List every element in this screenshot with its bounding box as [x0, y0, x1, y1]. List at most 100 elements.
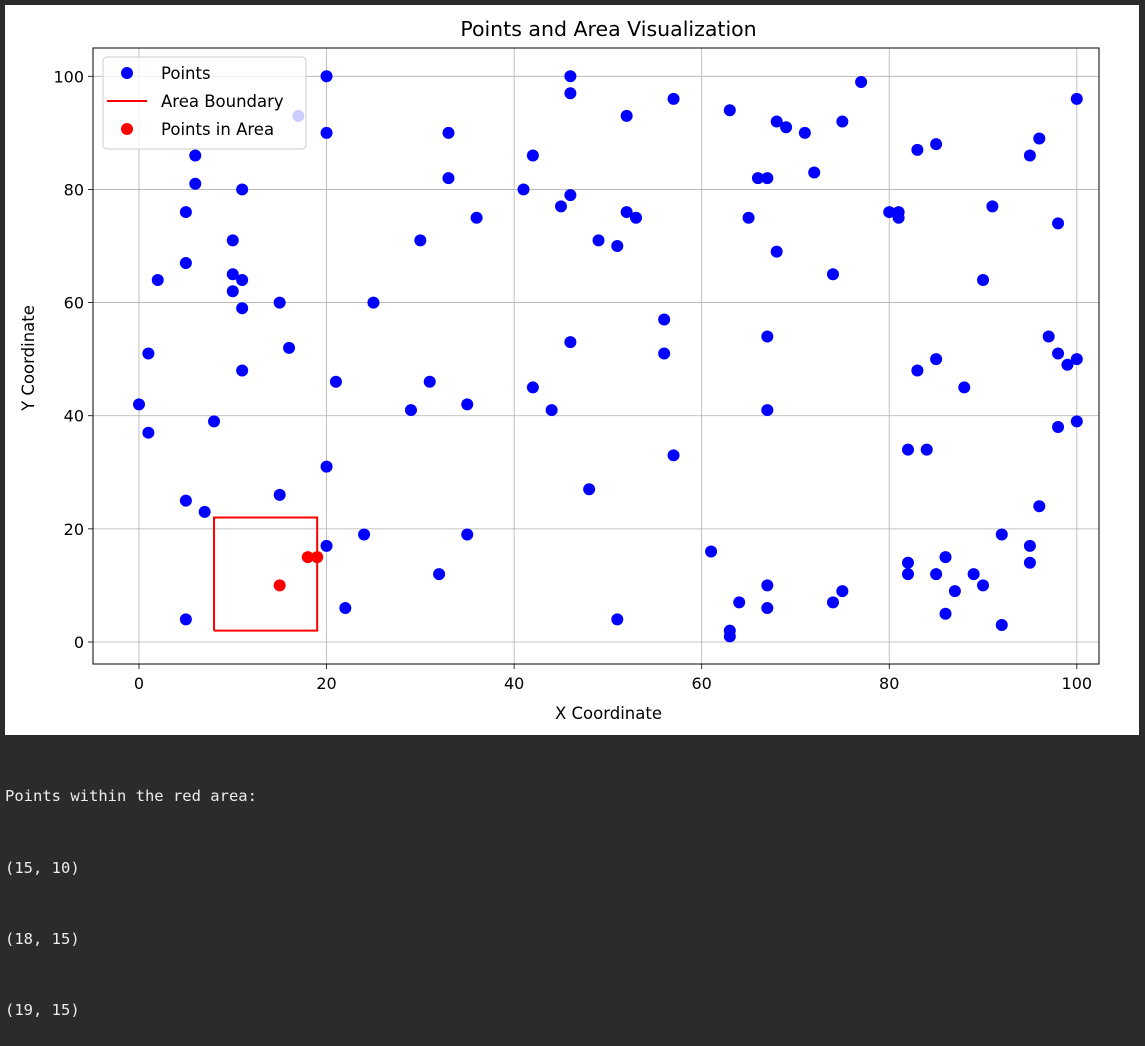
data-point [995, 619, 1008, 632]
data-point [226, 234, 239, 247]
data-point [1052, 217, 1065, 230]
data-point [470, 211, 483, 224]
data-point [620, 206, 633, 219]
data-point [564, 70, 577, 83]
console-output: Points within the red area: (15, 10) (18… [5, 738, 1140, 1018]
data-point [367, 296, 380, 309]
data-point [226, 285, 239, 298]
data-point [667, 92, 680, 105]
data-point [901, 568, 914, 581]
data-point [892, 211, 905, 224]
data-point [761, 172, 774, 185]
y-tick-label: 80 [64, 180, 84, 199]
data-point [751, 172, 764, 185]
data-point [1023, 149, 1036, 162]
data-point [911, 143, 924, 156]
x-axis-ticks: 0 20 40 60 80 100 [134, 664, 1092, 693]
area-boundary-layer [213, 516, 319, 632]
data-point [320, 126, 333, 139]
legend-points-label: Points [161, 64, 211, 83]
figure-panel: Points and Area Visualization 0 20 40 60 80 1… [5, 5, 1139, 735]
data-point [320, 70, 333, 83]
data-point [930, 568, 943, 581]
data-point [798, 126, 811, 139]
area-boundary-line [213, 516, 319, 632]
data-point [320, 460, 333, 473]
data-point [1070, 92, 1083, 105]
data-point [433, 568, 446, 581]
data-point [461, 528, 474, 541]
data-point [189, 177, 202, 190]
data-point [836, 115, 849, 128]
point-in-area [301, 551, 314, 564]
data-point [995, 528, 1008, 541]
data-point [901, 556, 914, 569]
data-point [226, 268, 239, 281]
data-point [133, 398, 145, 411]
data-point [545, 404, 558, 417]
data-point [208, 415, 221, 428]
x-tick-label: 60 [692, 674, 712, 693]
data-point [404, 404, 417, 417]
data-point [977, 273, 990, 286]
data-point [329, 375, 342, 388]
plot-frame [92, 47, 1100, 665]
data-point [273, 488, 286, 501]
scatter-chart: Points and Area Visualization 0 20 40 60 80 1… [19, 17, 1100, 723]
data-point [564, 336, 577, 349]
data-point [526, 149, 539, 162]
x-tick-label: 100 [1062, 674, 1093, 693]
points-in-area-layer [273, 551, 324, 592]
data-point [526, 381, 539, 394]
data-point [723, 104, 736, 117]
data-point [142, 347, 155, 360]
chart-title: Points and Area Visualization [460, 17, 756, 41]
data-point [939, 551, 952, 564]
data-point [761, 602, 774, 615]
console-line: (18, 15) [5, 929, 80, 948]
data-point [1042, 330, 1055, 343]
data-point [414, 234, 427, 247]
console-line: Points within the red area: [5, 787, 257, 806]
data-point [1023, 539, 1036, 552]
x-tick-label: 80 [879, 674, 899, 693]
legend-boundary-label: Area Boundary [161, 92, 284, 111]
data-point [658, 347, 671, 360]
data-point [770, 245, 783, 258]
data-point [236, 273, 249, 286]
data-point [442, 126, 455, 139]
data-point [742, 211, 755, 224]
data-point [236, 364, 249, 377]
data-point [358, 528, 371, 541]
x-tick-label: 40 [504, 674, 524, 693]
data-point [592, 234, 605, 247]
data-point [761, 579, 774, 592]
data-point [179, 206, 192, 219]
data-point [320, 539, 333, 552]
data-point [236, 302, 249, 315]
legend-in-area-label: Points in Area [161, 120, 274, 139]
data-point [236, 183, 249, 196]
data-point [705, 545, 718, 558]
data-point [836, 585, 849, 598]
data-point [808, 166, 821, 179]
data-point [855, 75, 868, 88]
y-axis-label: Y Coordinate [19, 305, 38, 412]
data-point [339, 602, 352, 615]
console-line: (19, 15) [5, 1000, 80, 1019]
data-point [733, 596, 746, 609]
data-point [611, 240, 624, 253]
data-point [583, 483, 596, 496]
data-point [986, 200, 999, 213]
data-point [442, 172, 455, 185]
data-point [179, 613, 192, 626]
legend-box [102, 56, 307, 150]
data-point [423, 375, 436, 388]
data-point [517, 183, 530, 196]
data-point [461, 398, 474, 411]
y-tick-label: 60 [64, 294, 84, 313]
data-point [1070, 353, 1083, 366]
y-axis-ticks: 0 20 40 60 80 100 [53, 67, 93, 652]
data-point [770, 115, 783, 128]
data-point [723, 630, 736, 643]
